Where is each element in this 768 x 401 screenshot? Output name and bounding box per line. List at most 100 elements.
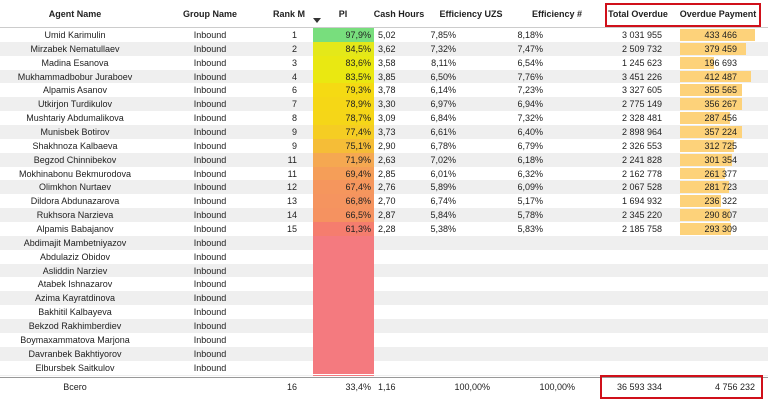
cell: 6,18% — [517, 154, 543, 165]
cell: 2 898 964 — [621, 127, 662, 138]
cell: 290 807 — [704, 210, 737, 221]
cell: 301 354 — [704, 154, 737, 165]
cell: 5,84% — [430, 210, 456, 221]
cell: 69,4% — [345, 168, 371, 179]
cell: 3,85 — [378, 71, 396, 82]
cell: 2,63 — [378, 154, 396, 165]
pi-cell-empty — [313, 263, 374, 278]
cell: 5,17% — [517, 196, 543, 207]
cell: 84,5% — [345, 43, 371, 54]
total-cell: 36 593 334 — [616, 382, 662, 392]
cell: Inbound — [193, 140, 227, 151]
cell: 6,94% — [517, 99, 543, 110]
cell: 79,3% — [345, 85, 371, 96]
cell: 412 487 — [704, 71, 737, 82]
row-band — [0, 41, 768, 56]
data-bar — [680, 181, 729, 194]
cell: 2,70 — [378, 196, 396, 207]
sort-indicator[interactable] — [313, 18, 321, 24]
pi-cell-empty — [313, 319, 374, 333]
cell: Inbound — [193, 265, 227, 276]
cell: Inbound — [193, 307, 227, 318]
cell: 2,76 — [378, 182, 396, 193]
cell: Inbound — [193, 293, 227, 304]
cell: 66,5% — [345, 210, 371, 221]
cell: Abdimajit Mambetniyazov — [23, 237, 127, 248]
total-cell: Всего — [63, 382, 87, 392]
cell: Inbound — [193, 362, 227, 373]
cell: 11 — [287, 168, 297, 179]
cell: 2,28 — [378, 224, 396, 235]
data-bar — [680, 84, 742, 97]
cell: 9 — [291, 127, 297, 138]
cell: 8,18% — [517, 30, 543, 40]
column-header: Agent Name — [48, 9, 102, 19]
row-band — [0, 263, 768, 278]
cell: Mushtariy Abdumalikova — [26, 113, 124, 124]
total-divider — [0, 377, 768, 378]
column-header: PI — [338, 9, 348, 19]
column-header: Total Overdue — [608, 9, 668, 19]
cell: 3 031 955 — [621, 30, 662, 40]
cell: 5,02 — [378, 30, 396, 40]
cell: Inbound — [193, 251, 227, 262]
pi-cell — [313, 180, 374, 195]
pi-cell — [313, 208, 374, 223]
cell: 6,84% — [430, 113, 456, 124]
cell: Inbound — [193, 182, 227, 193]
cell: Bakhitil Kalbayeva — [38, 307, 112, 318]
cell: 355 565 — [704, 85, 737, 96]
cell: 281 723 — [704, 182, 737, 193]
pi-cell — [313, 166, 374, 181]
column-header: Cash Hours — [373, 9, 425, 19]
cell: 4 — [291, 71, 297, 82]
row-band — [0, 152, 768, 167]
cell: Inbound — [193, 99, 227, 110]
column-header: Group Name — [182, 9, 237, 19]
cell: Inbound — [193, 210, 227, 221]
cell: Azima Kayratdinova — [34, 293, 116, 304]
cell: 2 185 758 — [621, 224, 662, 235]
cell: 196 693 — [704, 57, 737, 68]
cell: 3,78 — [378, 85, 396, 96]
cell: Davranbek Bakhtiyorov — [28, 348, 122, 359]
cell: 7,23% — [517, 85, 543, 96]
cell: 6,14% — [430, 85, 456, 96]
cell: 75,1% — [345, 140, 371, 151]
cell: 2 067 528 — [621, 182, 662, 193]
pi-cell — [313, 125, 374, 139]
cell: 1 — [291, 30, 297, 40]
cell: Mukhammadbobur Juraboev — [17, 71, 133, 82]
cell: 78,7% — [345, 113, 371, 124]
data-bar — [680, 98, 742, 111]
cell: 78,9% — [345, 99, 371, 110]
cell: 357 224 — [704, 127, 737, 138]
pi-cell-empty — [313, 305, 374, 320]
cell: Boymaxammatova Marjona — [20, 334, 130, 345]
cell: 3,73 — [378, 127, 396, 138]
cell: 2 775 149 — [621, 99, 662, 110]
cell: Inbound — [193, 279, 227, 290]
data-bar — [680, 56, 715, 69]
cell: 6,54% — [517, 57, 543, 68]
cell: 7,02% — [430, 154, 456, 165]
table-body: Umid Karimulin Inbound 1 97,9% 5,02 7,85% 8,18… — [0, 28, 768, 376]
pi-cell — [313, 222, 374, 236]
cell: 287 456 — [704, 113, 737, 124]
column-header: Efficiency UZS — [439, 9, 503, 19]
cell: 2 — [291, 43, 297, 54]
data-bar — [680, 153, 733, 166]
cell: 97,9% — [345, 30, 371, 40]
row-band — [0, 374, 768, 376]
cell: 14 — [286, 210, 297, 221]
cell: 2 328 481 — [621, 113, 662, 124]
cell: 7 — [291, 99, 297, 110]
cell: 6,09% — [517, 182, 543, 193]
cell: Madina Esanova — [41, 57, 109, 68]
cell: Inbound — [193, 30, 227, 40]
cell: 2 326 553 — [621, 140, 662, 151]
cell: 1 245 623 — [621, 57, 662, 68]
cell: 3 451 226 — [621, 71, 662, 82]
cell: Inbound — [193, 71, 227, 82]
